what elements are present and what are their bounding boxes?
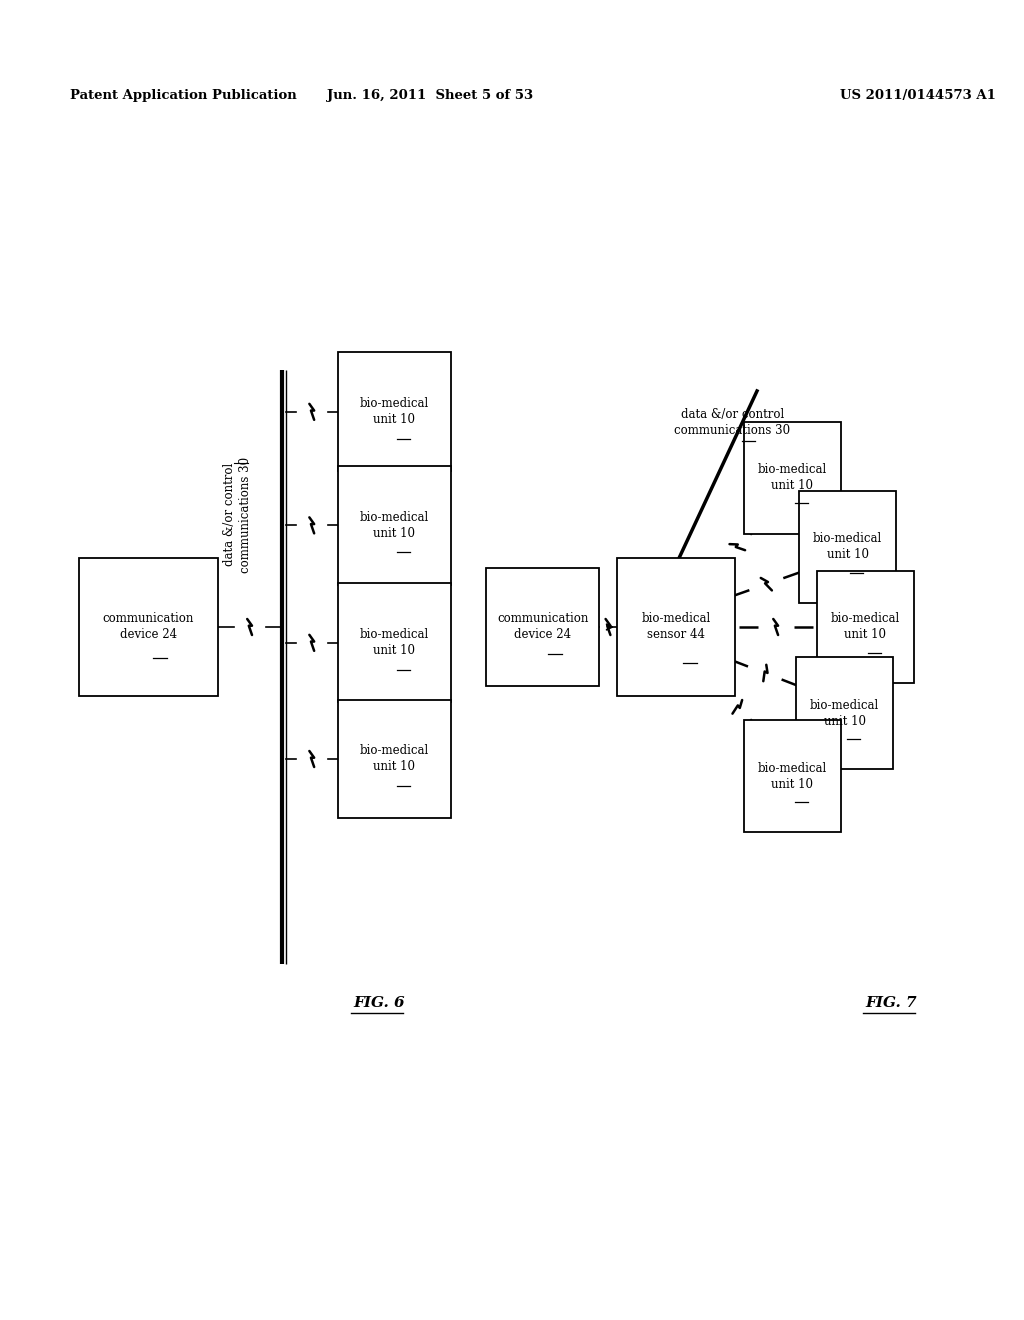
Text: FIG. 6: FIG. 6 <box>353 997 404 1010</box>
Bar <box>743 421 841 533</box>
Bar <box>338 466 451 585</box>
Bar <box>338 352 451 471</box>
Bar <box>486 568 599 686</box>
Bar <box>338 700 451 818</box>
Bar <box>338 583 451 702</box>
Text: data &/or control
communications 30: data &/or control communications 30 <box>674 408 791 437</box>
Text: bio-medical
unit 10: bio-medical unit 10 <box>359 397 429 426</box>
Bar <box>799 491 896 603</box>
Text: Jun. 16, 2011  Sheet 5 of 53: Jun. 16, 2011 Sheet 5 of 53 <box>327 88 534 102</box>
Bar <box>817 570 913 684</box>
Text: bio-medical
unit 10: bio-medical unit 10 <box>758 762 827 791</box>
Text: bio-medical
unit 10: bio-medical unit 10 <box>359 628 429 657</box>
Text: bio-medical
unit 10: bio-medical unit 10 <box>758 463 827 492</box>
Text: bio-medical
unit 10: bio-medical unit 10 <box>359 744 429 774</box>
Text: communication
device 24: communication device 24 <box>497 612 589 642</box>
Text: device  24: device 24 <box>118 645 179 659</box>
Text: FIG. 7: FIG. 7 <box>865 997 916 1010</box>
Text: communication
device 24: communication device 24 <box>102 612 195 642</box>
Bar <box>616 557 735 697</box>
Text: data &/or control
communications 30: data &/or control communications 30 <box>223 457 252 573</box>
Bar <box>743 721 841 833</box>
Text: US 2011/0144573 A1: US 2011/0144573 A1 <box>840 88 996 102</box>
Text: bio-medical
unit 10: bio-medical unit 10 <box>813 532 882 561</box>
Text: bio-medical
sensor 44: bio-medical sensor 44 <box>641 612 711 642</box>
Text: bio-medical
unit 10: bio-medical unit 10 <box>359 511 429 540</box>
Bar <box>796 657 893 770</box>
Text: bio-medical
unit 10: bio-medical unit 10 <box>810 698 880 727</box>
Bar <box>79 557 217 697</box>
Text: bio-medical
unit 10: bio-medical unit 10 <box>830 612 900 642</box>
Text: Patent Application Publication: Patent Application Publication <box>70 88 297 102</box>
